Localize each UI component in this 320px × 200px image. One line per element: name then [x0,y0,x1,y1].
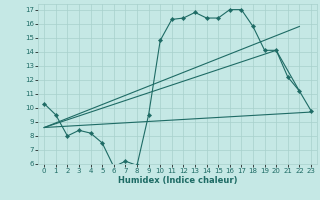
X-axis label: Humidex (Indice chaleur): Humidex (Indice chaleur) [118,176,237,185]
